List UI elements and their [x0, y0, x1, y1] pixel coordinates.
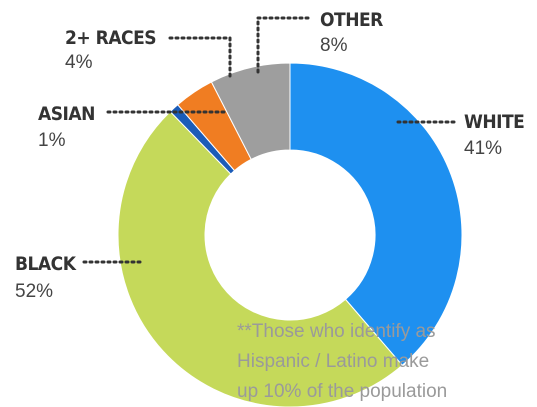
donut [117, 62, 463, 407]
category-label: 2+ RACES [65, 27, 156, 49]
slice [117, 110, 403, 407]
annotation: **Those who identify as [237, 321, 436, 342]
category-label: BLACK [15, 253, 77, 275]
category-label: ASIAN [38, 103, 95, 125]
value-label: 1% [38, 130, 66, 151]
annotation: Hispanic / Latino make [237, 351, 429, 372]
value-label: 8% [320, 35, 348, 56]
category-label: WHITE [464, 111, 524, 133]
slice [210, 62, 291, 161]
value-label: 4% [65, 52, 93, 73]
annotation: up 10% of the population [237, 381, 447, 402]
value-label: 41% [464, 138, 502, 159]
slice [289, 62, 463, 366]
value-label: 52% [15, 281, 53, 302]
category-label: OTHER [320, 9, 383, 31]
leader-line [166, 36, 232, 78]
leader-line [256, 16, 314, 74]
